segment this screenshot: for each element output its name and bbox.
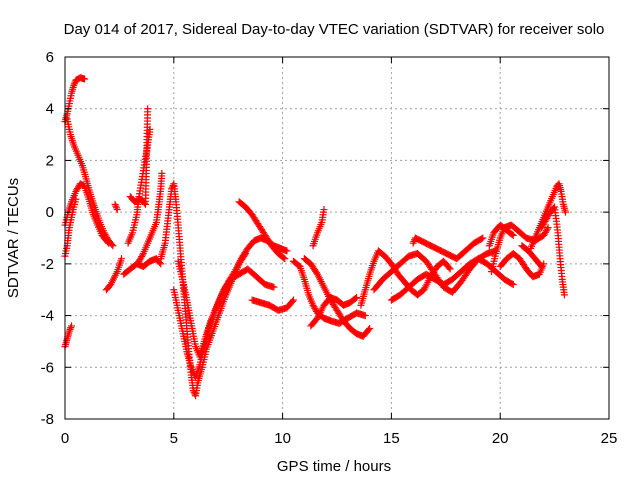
data-point-marker <box>479 234 487 242</box>
data-point-marker <box>283 247 291 255</box>
data-point-marker <box>70 81 78 89</box>
data-point-marker <box>118 255 126 263</box>
data-point-marker <box>509 281 517 289</box>
data-point-marker <box>113 206 121 214</box>
data-point-marker <box>544 224 552 232</box>
data-point-marker <box>70 80 78 88</box>
x-tick-label: 20 <box>492 430 509 447</box>
data-point-marker <box>353 293 361 301</box>
data-point-marker <box>320 206 328 214</box>
y-tick-label: 2 <box>46 152 54 169</box>
y-tick-label: -4 <box>41 308 54 325</box>
data-point-marker <box>289 296 297 304</box>
x-tick-label: 10 <box>274 430 291 447</box>
plot-frame <box>64 56 610 420</box>
y-tick-label: -8 <box>41 411 54 428</box>
data-point-marker <box>68 322 76 330</box>
data-point-marker <box>351 294 359 302</box>
y-tick-label: 4 <box>46 101 54 118</box>
data-point-marker <box>561 208 569 216</box>
data-point-marker <box>112 202 120 210</box>
data-point-marker <box>280 254 288 262</box>
data-point-marker <box>288 297 296 305</box>
data-point-marker <box>409 239 417 247</box>
data-point-marker <box>270 283 278 291</box>
data-point-marker <box>158 169 166 177</box>
data-point-marker <box>67 324 75 332</box>
data-point-marker <box>365 326 373 334</box>
x-tick-label: 0 <box>61 430 69 447</box>
data-point-marker <box>72 195 80 203</box>
data-point-marker <box>66 325 74 333</box>
x-axis-label: GPS time / hours <box>277 458 391 475</box>
y-tick-label: -2 <box>41 256 54 273</box>
data-point-marker <box>112 204 120 212</box>
data-point-marker <box>138 251 146 259</box>
data-point-marker <box>536 261 544 269</box>
data-point-marker <box>446 265 454 273</box>
x-tick-label: 15 <box>383 430 400 447</box>
data-point-marker <box>169 181 177 189</box>
data-point-marker <box>478 235 486 243</box>
axis-ticks: 0 5 10 15 20 25 -8 -6 -4 -2 0 2 4 6 <box>41 49 618 447</box>
data-point-marker <box>550 204 558 212</box>
data-point-marker <box>538 262 546 270</box>
y-tick-label: 0 <box>46 204 54 221</box>
data-point-marker <box>509 231 517 239</box>
data-points <box>61 74 569 400</box>
data-point-marker <box>156 259 164 267</box>
data-point-marker <box>361 312 369 320</box>
data-point-marker <box>445 264 453 272</box>
data-point-marker <box>103 238 111 246</box>
x-tick-label: 25 <box>601 430 618 447</box>
y-tick-label: 6 <box>46 49 54 66</box>
data-point-marker <box>508 231 516 239</box>
y-axis-label: SDTVAR / TECUs <box>5 178 22 298</box>
y-tick-label: -6 <box>41 359 54 376</box>
data-point-marker <box>109 242 117 250</box>
data-point-marker <box>65 327 73 335</box>
data-point-marker <box>144 105 152 113</box>
x-tick-label: 5 <box>170 430 178 447</box>
data-point-marker <box>111 200 119 208</box>
data-point-marker <box>81 75 89 83</box>
data-point-marker <box>108 240 116 248</box>
data-point-marker <box>543 225 551 233</box>
data-point-marker <box>560 291 568 299</box>
data-point-marker <box>281 255 289 263</box>
data-point-marker <box>191 390 199 398</box>
chart-title: Day 014 of 2017, Sidereal Day-to-day VTE… <box>64 21 605 38</box>
data-point-marker <box>105 239 113 247</box>
data-point-marker <box>508 280 516 288</box>
data-point-marker <box>366 325 374 332</box>
